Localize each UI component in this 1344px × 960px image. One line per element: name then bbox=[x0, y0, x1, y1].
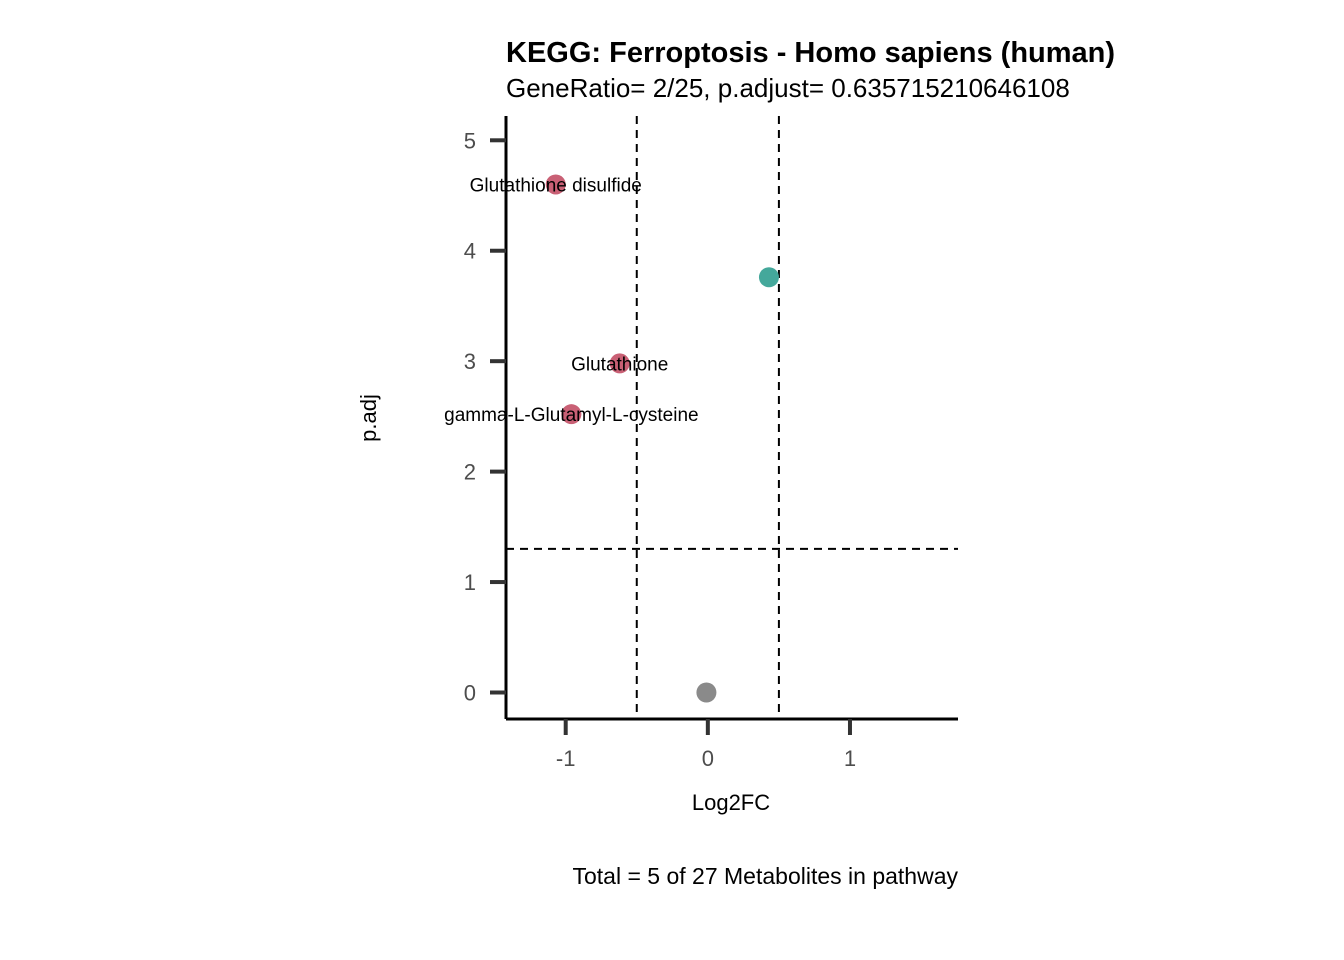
reference-lines bbox=[506, 116, 958, 719]
y-tick-label: 3 bbox=[464, 349, 476, 374]
data-point bbox=[696, 682, 717, 703]
x-tick-label: 0 bbox=[702, 746, 714, 771]
data-point bbox=[758, 267, 779, 288]
point-labels: Glutathione disulfide Glutathione gamma-L-… bbox=[444, 175, 698, 426]
chart-caption: Total = 5 of 27 Metabolites in pathway bbox=[573, 863, 959, 889]
x-tick-label: -1 bbox=[556, 746, 576, 771]
x-axis-title: Log2FC bbox=[692, 790, 770, 815]
y-tick-label: 1 bbox=[464, 570, 476, 595]
data-points bbox=[545, 174, 779, 703]
y-tick-label: 2 bbox=[464, 460, 476, 485]
chart-subtitle: GeneRatio= 2/25, p.adjust= 0.63571521064… bbox=[506, 73, 1070, 103]
y-tick-label: 0 bbox=[464, 680, 476, 705]
chart-title: KEGG: Ferroptosis - Homo sapiens (human) bbox=[506, 37, 1115, 69]
x-tick-label: 1 bbox=[844, 746, 856, 771]
data-point bbox=[545, 174, 566, 195]
x-axis-ticks: -1 0 1 bbox=[556, 719, 856, 771]
point-label: gamma-L-Glutamyl-L-cysteine bbox=[444, 405, 698, 426]
point-label: Glutathione bbox=[571, 354, 668, 375]
y-tick-label: 5 bbox=[464, 128, 476, 153]
data-point bbox=[561, 404, 582, 425]
data-point bbox=[609, 353, 630, 374]
y-axis-title: p.adj bbox=[356, 394, 381, 442]
y-axis-ticks: 0 1 2 3 4 5 bbox=[464, 128, 506, 705]
y-tick-label: 4 bbox=[464, 239, 476, 264]
point-label: Glutathione disulfide bbox=[470, 175, 642, 196]
